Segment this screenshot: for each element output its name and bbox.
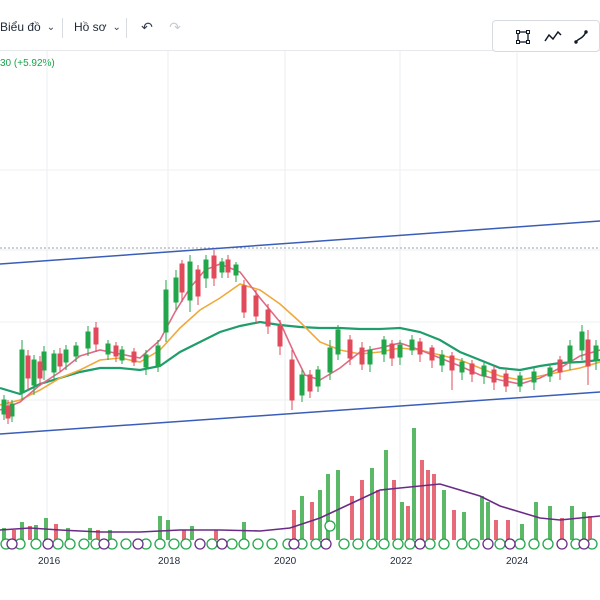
- chart-toolbar: Biểu đồ ⌄ Hồ sơ ⌄ ↶ ↷: [0, 0, 600, 52]
- line-tool-button[interactable]: [543, 27, 563, 47]
- candles: [1, 250, 599, 424]
- line-tool-icon: [544, 30, 562, 42]
- x-axis-label: 2024: [506, 556, 529, 567]
- divider: [126, 18, 127, 38]
- price-chart[interactable]: [0, 50, 600, 600]
- divider: [62, 18, 63, 38]
- x-axis-label: 2018: [158, 556, 181, 567]
- price-change-readout: 30 (+5.92%): [0, 58, 55, 69]
- ma-mid-line: [0, 283, 600, 406]
- drawing-tools-group: [492, 20, 600, 52]
- chart-menu[interactable]: Biểu đồ ⌄: [0, 18, 55, 36]
- fib-tool-button[interactable]: [571, 27, 591, 47]
- channel-upper-line[interactable]: [0, 220, 600, 265]
- fibonacci-tool-icon: [574, 30, 588, 44]
- grid: [0, 50, 600, 550]
- x-axis-label: 2022: [390, 556, 413, 567]
- x-axis-label: 2020: [274, 556, 297, 567]
- undo-button[interactable]: ↶: [138, 18, 156, 36]
- chevron-down-icon: ⌄: [112, 21, 121, 33]
- selection-box-icon: [516, 30, 530, 44]
- profile-menu[interactable]: Hồ sơ ⌄: [74, 18, 121, 36]
- redo-button[interactable]: ↷: [166, 18, 184, 36]
- channel-lower-line[interactable]: [0, 391, 600, 435]
- chart-menu-label: Biểu đồ: [0, 20, 41, 34]
- volume-bars: [2, 428, 592, 540]
- profile-menu-label: Hồ sơ: [74, 20, 107, 34]
- undo-icon: ↶: [141, 18, 153, 35]
- selection-tool-button[interactable]: [513, 27, 533, 47]
- ma-slow-line: [0, 320, 600, 396]
- redo-icon: ↷: [169, 18, 181, 35]
- chevron-down-icon: ⌄: [46, 21, 56, 33]
- dividend-markers: [0, 520, 598, 550]
- volume-ma-line: [0, 483, 600, 533]
- x-axis-label: 2016: [38, 556, 61, 567]
